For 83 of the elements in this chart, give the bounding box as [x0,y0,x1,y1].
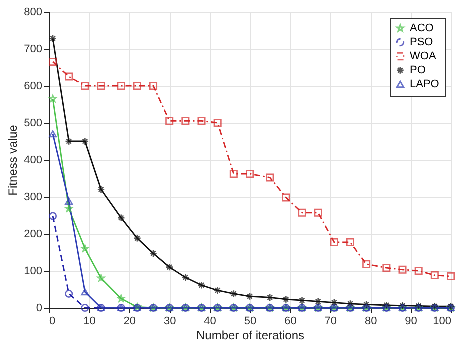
x-axis-title: Number of iterations [196,328,305,342]
point [230,290,238,298]
legend-label: WOA [410,50,437,62]
point [65,204,73,212]
point [81,244,90,252]
point [314,208,322,217]
point [330,298,338,307]
y-tick-label: 400 [24,154,42,166]
point [133,82,142,90]
point [133,234,142,242]
point [246,170,254,178]
point [49,34,58,43]
point [430,271,439,280]
point [346,238,355,247]
point [49,212,58,220]
point [166,263,174,272]
legend-label: LAPO [410,78,440,90]
x-tick-label: 100 [433,316,452,328]
x-tick-label: 80 [364,316,378,328]
point [117,82,126,90]
y-tick-label: 0 [36,302,42,314]
point [298,208,306,217]
point [446,272,456,281]
x-tick-label: 70 [324,316,338,328]
point [382,301,391,310]
y-tick-label: 100 [24,266,42,278]
point [166,117,174,126]
point [382,264,391,272]
point [65,72,74,81]
point [314,298,322,306]
x-tick-label: 40 [204,316,216,328]
point [182,117,190,126]
point [246,292,254,301]
point [182,274,190,282]
y-tick-label: 500 [24,118,42,130]
x-tick-label: 50 [244,316,257,328]
point [214,118,222,128]
x-tick-label: 60 [284,316,297,328]
point [81,304,90,312]
point [97,186,106,194]
x-tick-label: 0 [50,316,56,328]
point [65,290,74,298]
point [150,82,158,90]
point [282,295,290,304]
point [97,82,106,90]
point [214,286,222,295]
x-tick-label: 20 [124,316,136,328]
point [65,137,74,146]
point [49,130,58,138]
point [282,194,290,202]
y-axis-title: Fitness value [6,124,20,196]
point [198,281,206,290]
legend-label: ACO [410,22,434,34]
point [97,274,106,282]
point [330,238,338,247]
y-tick-label: 200 [24,228,42,240]
point [150,250,158,258]
point [298,296,306,305]
y-tick-label: 800 [24,6,42,18]
point [362,260,371,268]
y-tick-label: 700 [24,44,42,56]
point [81,288,90,296]
point [81,137,90,146]
point [198,117,206,126]
point [81,82,90,90]
x-tick-label: 30 [164,316,176,328]
point [414,266,423,276]
x-tick-label: 10 [84,316,96,328]
point [65,198,74,205]
legend-label: PSO [410,36,434,48]
point [49,94,57,102]
point [398,266,407,274]
point [362,300,371,309]
legend-label: PO [410,64,426,76]
point [117,214,126,222]
point [346,300,355,308]
y-tick-label: 600 [24,80,42,92]
x-tick-label: 90 [405,316,418,328]
y-tick-label: 300 [24,192,42,204]
point [266,294,274,302]
point [49,58,58,66]
point [266,174,274,182]
point [230,170,238,178]
